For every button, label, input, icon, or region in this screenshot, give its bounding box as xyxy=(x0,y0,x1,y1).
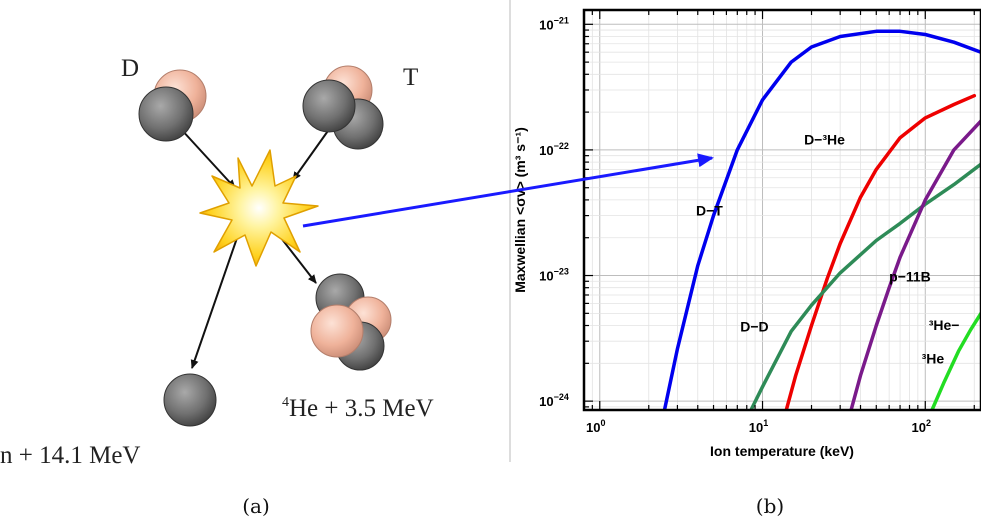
x-tick-label: 100 xyxy=(586,418,605,435)
tritium-nucleus-icon xyxy=(302,65,384,150)
series-line xyxy=(749,162,981,410)
tritium-arrow xyxy=(292,127,331,181)
helium-arrow xyxy=(277,233,317,284)
label-neutron-energy: n + 14.1 MeV xyxy=(0,442,140,469)
curve-label: D−³He xyxy=(804,132,845,148)
series-line xyxy=(662,29,981,410)
series-line xyxy=(930,311,981,410)
label-tritium: T xyxy=(403,64,418,91)
curve-label: ³He xyxy=(922,350,945,366)
x-axis-label: Ion temperature (keV) xyxy=(710,443,854,459)
y-tick-label: 10−22 xyxy=(539,141,569,158)
curve-label: p−11B xyxy=(889,268,931,284)
label-helium-energy: 4He + 3.5 MeV xyxy=(282,395,434,422)
curve-label: ³He− xyxy=(929,317,960,333)
pointer-arrow xyxy=(302,153,714,228)
label-deuterium: D xyxy=(121,55,139,82)
curve-label: D−T xyxy=(696,203,723,219)
x-tick-label: 101 xyxy=(749,418,768,435)
curve-label: D−D xyxy=(740,318,768,334)
deuterium-nucleus-icon xyxy=(138,69,207,142)
neutron-arrow xyxy=(190,237,238,369)
helium-nucleus-icon xyxy=(310,273,392,371)
caption-a: (a) xyxy=(242,494,270,518)
caption-b: (b) xyxy=(756,494,784,518)
panel-a-reaction: D T n + 14.1 MeV 4He + 3.5 MeV xyxy=(0,55,434,469)
y-tick-label: 10−21 xyxy=(539,15,569,32)
y-tick-label: 10−24 xyxy=(539,392,569,409)
x-tick-label: 102 xyxy=(912,418,931,435)
plot-frame xyxy=(582,8,981,412)
axis-ticks: 100 101 102 10−24 10−23 10−22 10−21 xyxy=(539,10,975,435)
series-line xyxy=(849,119,981,410)
curve-labels: D−T D−³He D−D p−11B ³He− ³He xyxy=(696,132,959,367)
y-tick-label: 10−23 xyxy=(539,267,569,284)
deuterium-arrow xyxy=(179,127,236,189)
series-line xyxy=(784,93,977,410)
plot-series xyxy=(662,29,981,410)
y-axis-label: Maxwellian <σv> (m³ s⁻¹) xyxy=(512,127,528,293)
neutron-icon xyxy=(163,373,217,427)
plot-grid xyxy=(583,10,981,410)
fusion-burst-icon xyxy=(199,149,319,267)
